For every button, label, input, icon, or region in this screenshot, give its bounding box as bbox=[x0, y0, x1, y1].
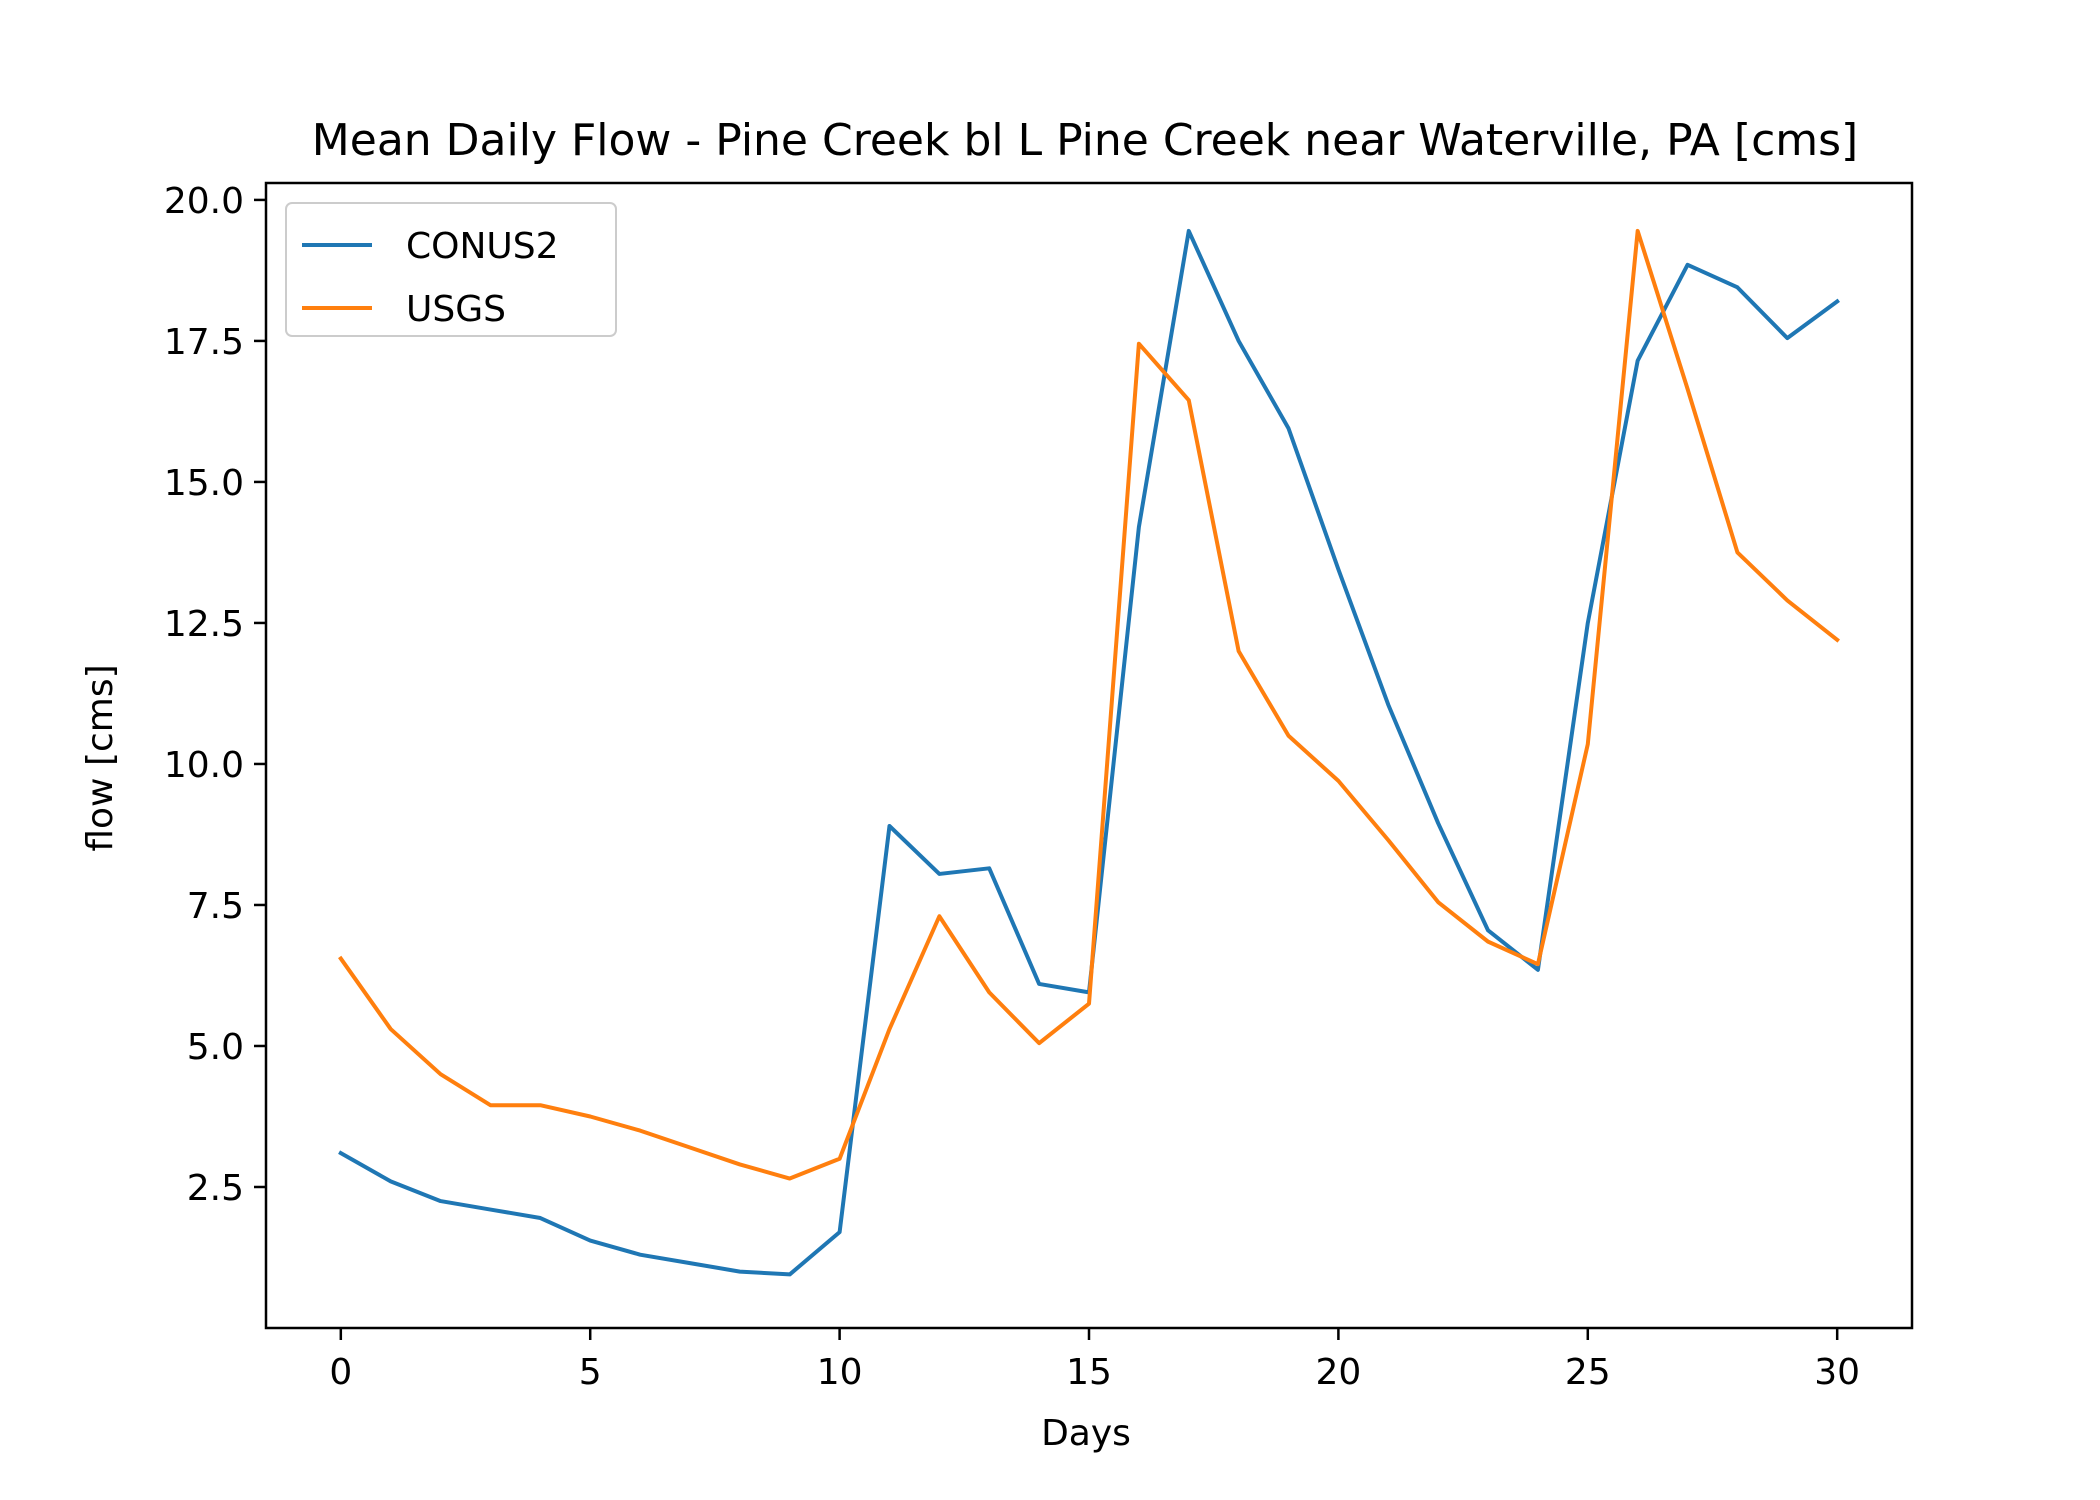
legend-box bbox=[285, 202, 617, 337]
series-line-usgs bbox=[338, 228, 1840, 1181]
x-axis-label: Days bbox=[1041, 1413, 1131, 1454]
plot-area: 0 5 10 15 20 25 30 2.5 5.0 7.5 10.0 12.5 15.0 17.5 20.… bbox=[164, 181, 1914, 1393]
x-tick-label: 0 bbox=[329, 1352, 352, 1393]
y-tick-label: 15.0 bbox=[164, 463, 244, 504]
y-tick-label: 7.5 bbox=[187, 886, 244, 927]
y-tick-label: 10.0 bbox=[164, 745, 244, 786]
y-tick-label: 20.0 bbox=[164, 181, 244, 222]
x-tick-label: 25 bbox=[1565, 1352, 1611, 1393]
legend-label-conus2: CONUS2 bbox=[406, 226, 559, 267]
y-tick-label: 5.0 bbox=[187, 1027, 244, 1068]
x-tick-label: 15 bbox=[1066, 1352, 1112, 1393]
y-axis-label: flow [cms] bbox=[80, 664, 121, 851]
y-tick-label: 2.5 bbox=[187, 1168, 244, 1209]
x-tick-label: 30 bbox=[1814, 1352, 1860, 1393]
chart-title: Mean Daily Flow - Pine Creek bl L Pine C… bbox=[312, 115, 1858, 166]
y-tick-label: 12.5 bbox=[164, 604, 244, 645]
x-tick-label: 10 bbox=[817, 1352, 863, 1393]
y-tick-label: 17.5 bbox=[164, 322, 244, 363]
x-tick-label: 5 bbox=[579, 1352, 602, 1393]
x-tick-label: 20 bbox=[1315, 1352, 1361, 1393]
legend-label-usgs: USGS bbox=[406, 289, 506, 330]
